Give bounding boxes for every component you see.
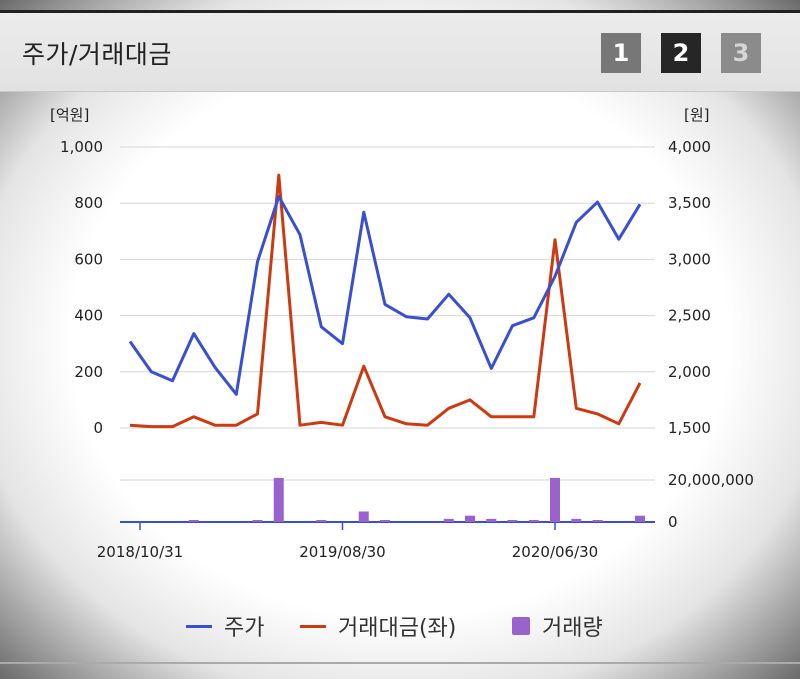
legend-amount-swatch	[300, 624, 326, 628]
right-tick-label: 3,500	[668, 194, 711, 212]
legend-item-amount: 거래대금(좌)	[300, 610, 456, 642]
volume-axis-ticks: 20,000,000 0	[668, 471, 754, 531]
x-tick-label: 2019/08/30	[299, 543, 385, 561]
right-axis-unit: [원]	[684, 106, 710, 124]
legend-volume-swatch	[512, 617, 530, 635]
legend: 주가 거래대금(좌) 거래량	[0, 610, 800, 650]
left-tick-label: 1,000	[60, 138, 103, 156]
legend-item-volume: 거래량	[512, 610, 603, 642]
volume-bar	[443, 518, 454, 522]
volume-bar	[550, 477, 560, 522]
right-tick-label: 4,000	[668, 138, 711, 156]
page-button-1[interactable]: 1	[601, 33, 641, 73]
price-series-line	[128, 195, 642, 396]
legend-item-price: 주가	[186, 610, 264, 642]
right-tick-label: 3,000	[668, 250, 711, 268]
volume-bar	[507, 520, 518, 522]
page-button-3[interactable]: 3	[721, 33, 761, 73]
grid-lines	[120, 146, 655, 523]
volume-bar	[635, 515, 645, 522]
left-tick-label: 0	[93, 419, 103, 437]
left-axis-ticks: 1,000 800 600 400 200 0	[60, 138, 103, 437]
amount-series-line	[129, 173, 642, 429]
left-tick-label: 600	[74, 250, 103, 268]
left-tick-label: 200	[74, 363, 103, 381]
top-border	[0, 10, 800, 13]
volume-bar	[316, 520, 327, 522]
x-axis-ticks: 2018/10/31 2019/08/30 2020/06/30	[97, 522, 598, 561]
left-tick-label: 400	[74, 307, 103, 325]
x-tick-label: 2018/10/31	[97, 543, 183, 561]
volume-tick-label: 0	[668, 513, 678, 531]
volume-bar	[380, 520, 390, 522]
volume-bar	[188, 520, 199, 522]
right-tick-label: 2,500	[668, 307, 711, 325]
left-axis-unit: [억원]	[50, 106, 89, 124]
volume-bar	[571, 518, 582, 522]
volume-bar	[252, 520, 263, 522]
volume-tick-label: 20,000,000	[668, 471, 754, 489]
volume-bar	[358, 511, 369, 522]
legend-amount-label: 거래대금(좌)	[338, 616, 457, 641]
x-tick-label: 2020/06/30	[512, 543, 598, 561]
volume-bar	[465, 515, 475, 522]
volume-bars	[188, 477, 645, 522]
volume-bar	[528, 520, 539, 522]
legend-price-label: 주가	[224, 616, 265, 641]
right-tick-label: 1,500	[668, 419, 711, 437]
legend-volume-label: 거래량	[542, 616, 603, 641]
page-button-2[interactable]: 2	[661, 33, 701, 73]
volume-bar	[592, 520, 603, 522]
right-axis-ticks: 4,000 3,500 3,000 2,500 2,000 1,500	[668, 138, 711, 437]
chart-header: 주가/거래대금 1 2 3	[0, 13, 800, 92]
right-tick-label: 2,000	[668, 363, 711, 381]
chart-title: 주가/거래대금	[22, 40, 172, 69]
legend-price-swatch	[186, 624, 212, 628]
volume-bar	[273, 477, 284, 522]
left-tick-label: 800	[74, 194, 103, 212]
bottom-border	[0, 662, 800, 664]
volume-bar	[486, 518, 497, 522]
series-lines	[128, 173, 642, 429]
